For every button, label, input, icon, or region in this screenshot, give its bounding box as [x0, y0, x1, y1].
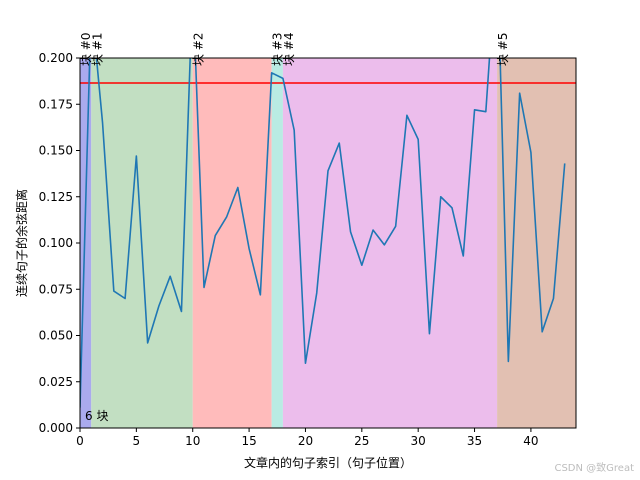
x-tick-label: 30 [411, 434, 426, 448]
series-layer [80, 58, 566, 408]
watermark: CSDN @致Great [554, 461, 634, 474]
chunk-label-1: 块 #1 [90, 32, 104, 66]
y-tick-label: 0.125 [39, 190, 73, 204]
y-tick-label: 0.050 [39, 329, 73, 343]
x-tick-label: 20 [298, 434, 313, 448]
chunk-label-4: 块 #4 [282, 32, 296, 66]
chunk-label-2: 块 #2 [192, 32, 206, 66]
chunk-band-3 [271, 58, 283, 428]
y-tick-label: 0.025 [39, 375, 73, 389]
y-tick-label: 0.100 [39, 236, 73, 250]
y-tick-label: 0.075 [39, 282, 73, 296]
y-tick-label: 0.000 [39, 421, 73, 435]
x-axis-label: 文章内的句子索引（句子位置） [244, 455, 412, 470]
x-tick-label: 15 [241, 434, 256, 448]
chunk-labels: 块 #0块 #1 块 #2 块 #3块 #4 块 #5 [79, 32, 510, 66]
x-tick-label: 35 [467, 434, 482, 448]
x-tick-label: 5 [133, 434, 141, 448]
chunk-label-0: 块 #0 [79, 32, 93, 66]
y-axis-label: 连续句子的余弦距离 [14, 189, 29, 297]
chunk-label-3: 块 #3 [271, 32, 285, 66]
chunk-band-4 [282, 58, 498, 428]
x-tick-label: 40 [523, 434, 538, 448]
x-tick-label: 25 [354, 434, 369, 448]
y-tick-label: 0.175 [39, 97, 73, 111]
y-axis: 0.000 0.025 0.050 0.075 0.100 0.125 0.150 0.175… [39, 51, 80, 435]
chunk-count-label: 6 块 [85, 409, 108, 423]
y-tick-label: 0.200 [39, 51, 73, 65]
x-axis: 0 5 10 15 20 25 30 35 40 [76, 428, 539, 448]
series-line-0 [80, 58, 566, 408]
chunk-label-5: 块 #5 [496, 32, 510, 66]
chunk-band-2 [192, 58, 272, 428]
x-tick-label: 10 [185, 434, 200, 448]
chunk-band-0 [80, 58, 92, 428]
y-tick-label: 0.150 [39, 144, 73, 158]
x-tick-label: 0 [76, 434, 84, 448]
